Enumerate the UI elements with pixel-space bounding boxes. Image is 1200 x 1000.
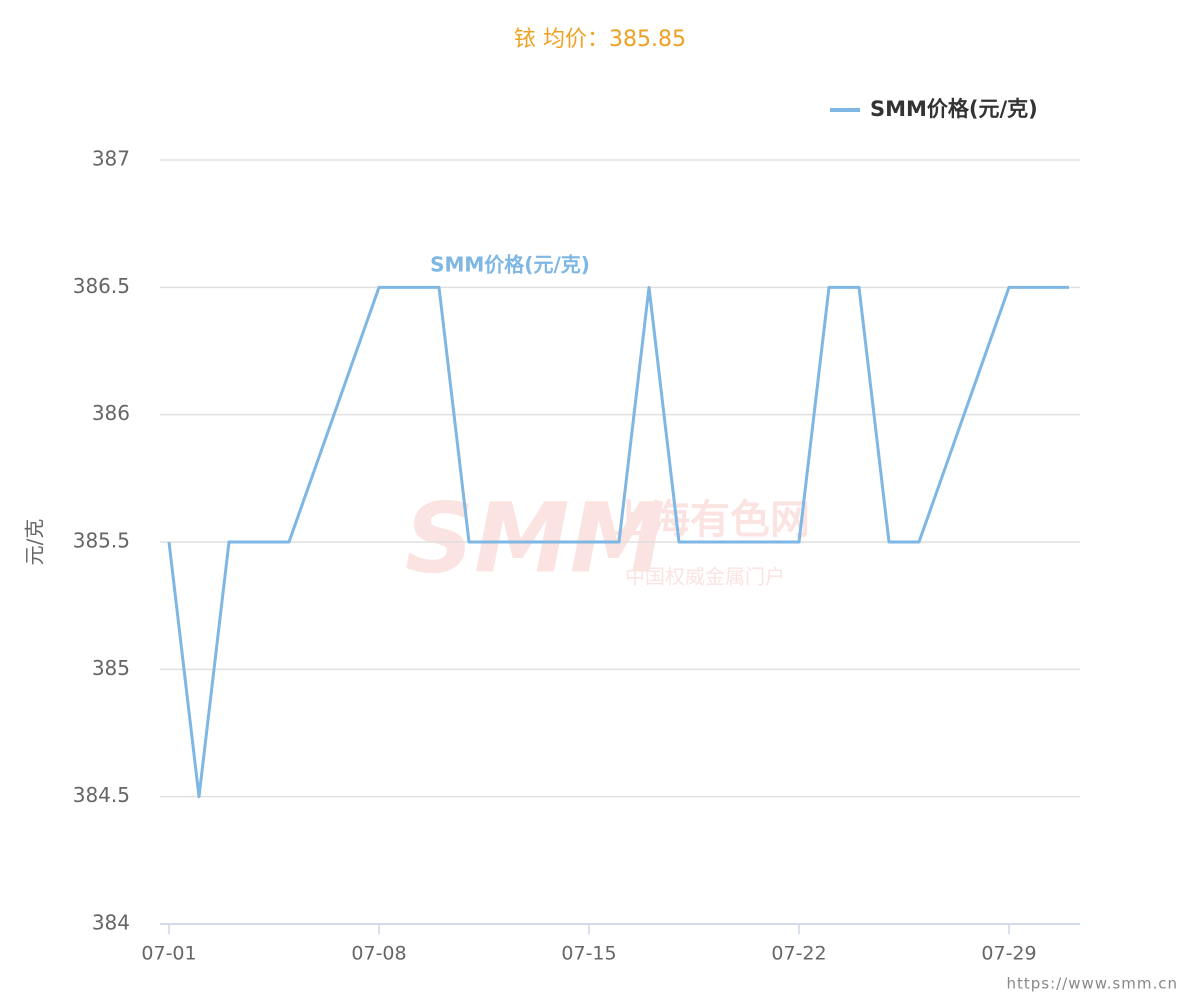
y-tick-label: 385.5 [73,529,130,553]
watermark-slogan: 中国权威金属门户 [625,565,785,589]
x-tick-label: 07-22 [771,943,826,965]
y-tick-label: 386 [92,401,130,425]
y-tick-label: 384.5 [73,783,130,807]
series-line [167,285,1069,799]
y-tick-label: 384 [92,911,130,935]
y-tick-label: 385 [92,656,130,680]
x-tick-label: 07-01 [141,943,196,965]
source: https://www.smm.cn [1006,975,1178,993]
x-tick-label: 07-08 [351,943,406,965]
legend-label: SMM价格(元/克) [870,97,1038,121]
x-tick-label: 07-29 [981,943,1036,965]
y-tick-label: 387 [92,147,130,171]
watermark-name: 上海有色网 [610,497,810,543]
series-label: SMM价格(元/克) [430,253,590,277]
watermark: SMM 上海有色网 中国权威金属门户 [405,482,810,594]
x-tick-label: 07-15 [561,943,616,965]
y-tick-label: 386.5 [73,274,130,298]
watermark-logo: SMM [405,482,665,594]
y-axis-label: 元/克 [23,519,47,566]
chart-title: 铱 均价：385.85 [514,27,686,52]
